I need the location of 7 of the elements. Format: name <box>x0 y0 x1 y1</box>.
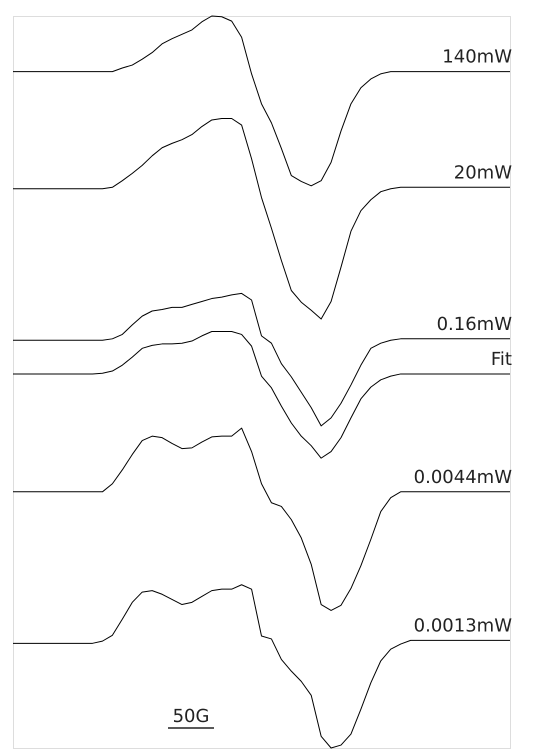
series-label: Fit <box>490 348 512 370</box>
series-label: 0.0044mW <box>414 466 512 488</box>
series-label: 140mW <box>442 46 512 68</box>
series-label: 0.0013mW <box>414 615 512 636</box>
series-label: 0.16mW <box>436 314 512 335</box>
annotation: 50G <box>172 706 210 727</box>
series-label: 20mW <box>454 162 512 184</box>
